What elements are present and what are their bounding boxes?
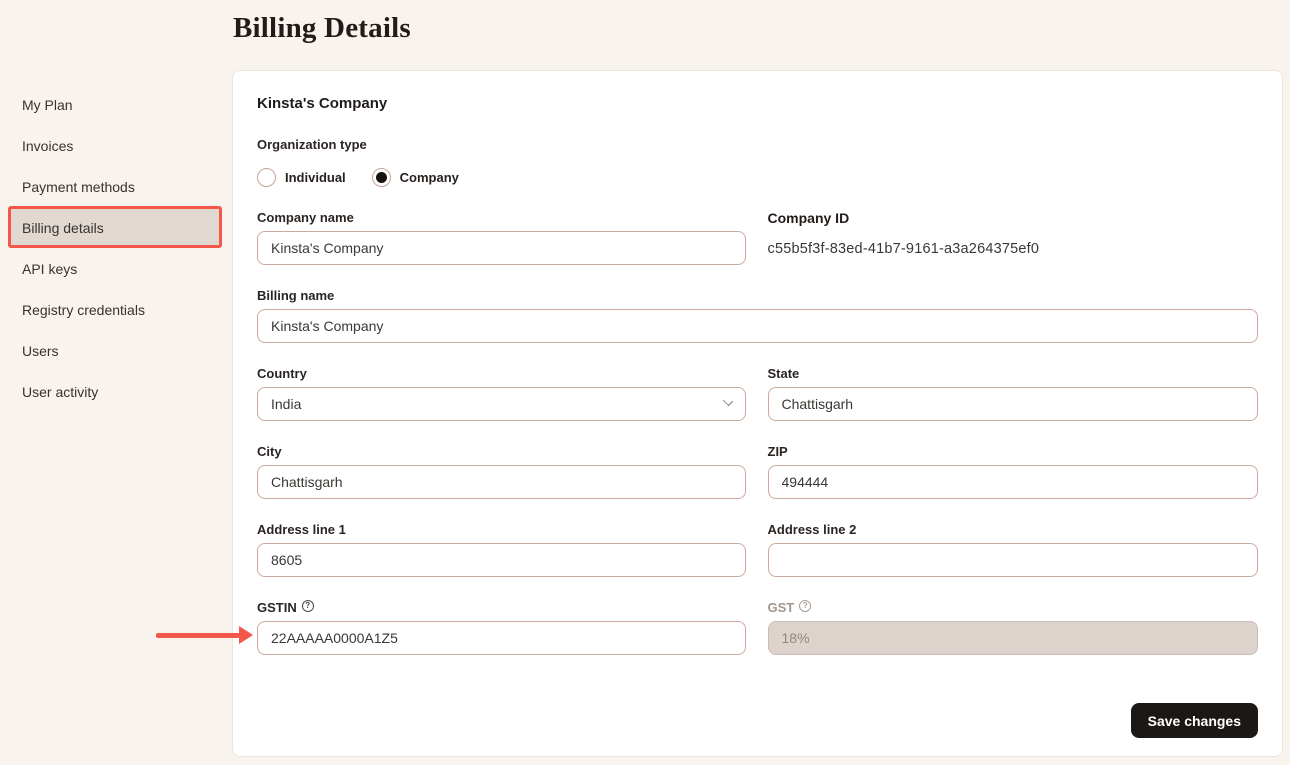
sidebar-item-registry-credentials[interactable]: Registry credentials (22, 301, 145, 318)
organization-type-radio-group: Individual Company (257, 168, 1258, 187)
city-input[interactable] (257, 465, 746, 499)
sidebar-item-user-activity[interactable]: User activity (22, 383, 99, 400)
company-id-value: c55b5f3f-83ed-41b7-9161-a3a264375ef0 (767, 241, 1040, 257)
sidebar: My Plan Invoices Payment methods Billing… (0, 84, 232, 412)
zip-input[interactable] (767, 465, 1258, 499)
gstin-input[interactable] (257, 621, 746, 655)
page-title: Billing Details (233, 12, 411, 44)
radio-company-label: Company (399, 170, 459, 185)
billing-name-input[interactable] (257, 309, 1258, 343)
radio-company[interactable]: Company (371, 168, 459, 187)
state-label: State (767, 366, 800, 381)
address-line-2-input[interactable] (767, 543, 1258, 577)
gst-input (767, 621, 1258, 655)
gstin-label-text: GSTIN (257, 600, 297, 615)
company-heading: Kinsta's Company (257, 95, 388, 112)
country-select[interactable] (257, 387, 746, 421)
address-line-1-label: Address line 1 (257, 522, 346, 537)
sidebar-item-api-keys[interactable]: API keys (22, 260, 78, 277)
country-label: Country (257, 366, 307, 381)
gst-label-text: GST (767, 600, 795, 615)
radio-circle-icon[interactable] (257, 168, 276, 187)
sidebar-item-my-plan[interactable]: My Plan (22, 96, 73, 113)
annotation-arrow (156, 633, 240, 638)
sidebar-item-users[interactable]: Users (22, 342, 59, 359)
billing-details-card: Kinsta's Company Organization type Indiv… (232, 70, 1283, 757)
state-input[interactable] (767, 387, 1258, 421)
zip-label: ZIP (767, 444, 788, 459)
gst-label: GST ? (768, 600, 1259, 616)
sidebar-item-billing-details[interactable]: Billing details (10, 207, 222, 248)
city-label: City (257, 444, 282, 459)
sidebar-item-payment-methods[interactable]: Payment methods (22, 178, 135, 195)
billing-name-label: Billing name (257, 288, 335, 303)
company-name-label: Company name (257, 210, 354, 225)
radio-circle-icon[interactable] (371, 168, 391, 187)
address-line-2-label: Address line 2 (767, 522, 857, 537)
company-name-input[interactable] (257, 231, 746, 265)
address-line-1-input[interactable] (257, 543, 746, 577)
radio-individual[interactable]: Individual (257, 168, 346, 187)
gstin-label: GSTIN ? (257, 600, 746, 616)
save-changes-button[interactable]: Save changes (1130, 703, 1258, 738)
organization-type-label: Organization type (257, 137, 367, 152)
radio-individual-label: Individual (285, 170, 346, 185)
company-id-label: Company ID (767, 210, 850, 226)
help-icon[interactable]: ? (301, 600, 314, 612)
sidebar-item-invoices[interactable]: Invoices (22, 137, 74, 154)
help-icon[interactable]: ? (799, 600, 812, 612)
